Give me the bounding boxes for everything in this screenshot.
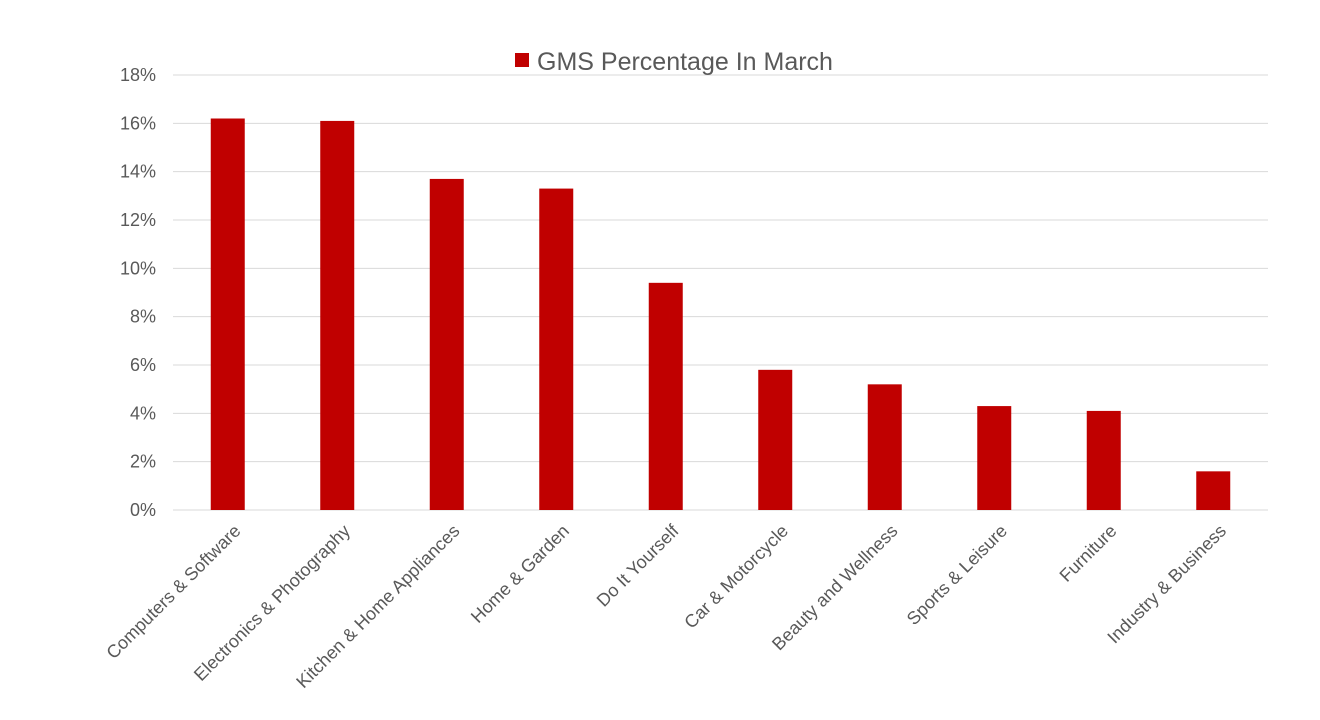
bar [758, 369, 793, 510]
x-category-label: Beauty and Wellness [768, 521, 901, 654]
legend-swatch [515, 53, 529, 67]
gridlines [173, 74, 1268, 511]
y-axis-tick-labels: 0% 2% 4% 6% 8% 10% 12% 14% 16% 18% [120, 65, 156, 520]
y-tick-label: 14% [120, 162, 156, 182]
x-category-label: Industry & Business [1103, 521, 1230, 648]
bar [539, 188, 574, 511]
bar [429, 178, 464, 510]
x-category-label: Sports & Leisure [903, 521, 1011, 629]
bar [320, 120, 355, 511]
legend-label: GMS Percentage In March [537, 48, 833, 76]
y-tick-label: 2% [130, 452, 156, 472]
bar [210, 118, 245, 510]
bar [1196, 471, 1231, 510]
y-tick-label: 18% [120, 65, 156, 85]
y-tick-label: 4% [130, 403, 156, 423]
y-tick-label: 8% [130, 307, 156, 327]
x-category-label: Home & Garden [467, 521, 573, 627]
legend: GMS Percentage In March [515, 48, 833, 76]
y-tick-label: 0% [130, 500, 156, 520]
x-category-label: Furniture [1056, 521, 1121, 586]
x-category-label: Car & Motorcycle [680, 521, 792, 633]
bar [867, 384, 902, 510]
y-tick-label: 6% [130, 355, 156, 375]
bar [648, 282, 683, 510]
bar [1086, 410, 1121, 510]
bar [977, 406, 1012, 510]
y-tick-label: 12% [120, 210, 156, 230]
y-tick-label: 10% [120, 258, 156, 278]
y-tick-label: 16% [120, 113, 156, 133]
bars [210, 118, 1231, 511]
x-category-label: Do It Yourself [593, 520, 684, 611]
